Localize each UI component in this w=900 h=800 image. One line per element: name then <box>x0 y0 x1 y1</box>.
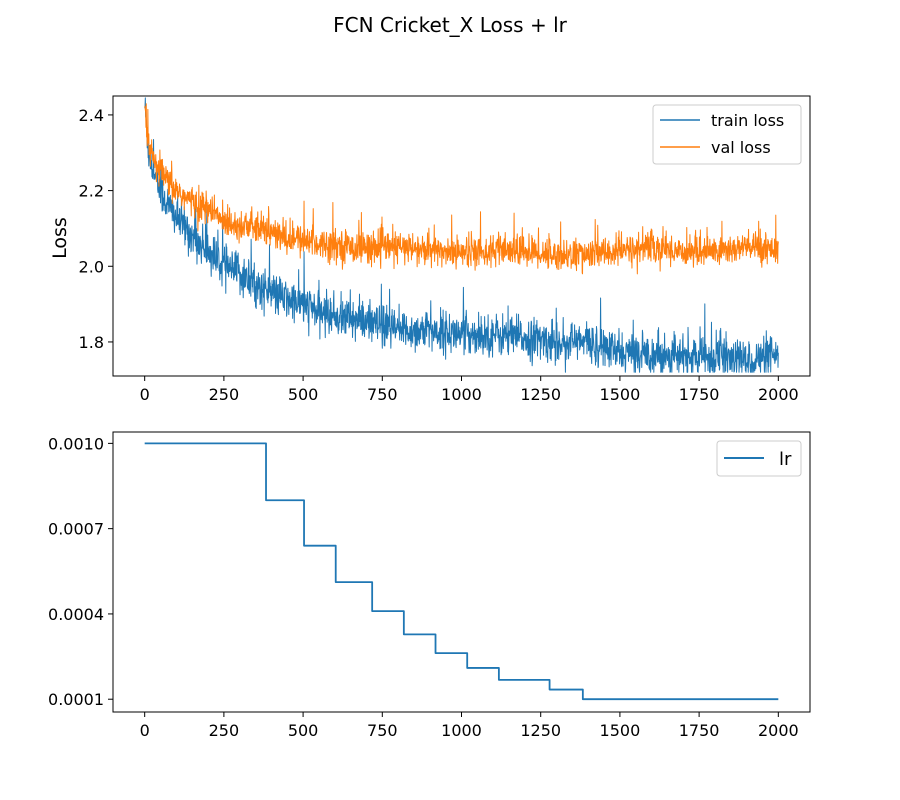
figure-title: FCN Cricket_X Loss + lr <box>333 13 567 37</box>
legend-lr-label: lr <box>779 449 792 470</box>
loss-x-ticks: 0 250 500 750 1000 1250 1500 1750 2000 <box>140 376 799 404</box>
lr-subplot: 0 250 500 750 1000 1250 1500 1750 2000 0.00010.0… <box>48 431 811 740</box>
lr-legend: lr <box>716 440 802 477</box>
loss-y-axis-label: Loss <box>49 217 71 259</box>
x-tick-label: 1750 <box>679 721 720 740</box>
x-tick-label: 0 <box>140 385 150 404</box>
x-tick-label: 750 <box>367 721 398 740</box>
x-tick-label: 750 <box>367 385 398 404</box>
x-tick-label: 1250 <box>520 385 561 404</box>
y-tick-label: 0.0007 <box>48 520 104 539</box>
lr-axes-frame <box>112 431 811 713</box>
loss-legend: train loss val loss <box>652 104 802 165</box>
legend-train-label: train loss <box>711 111 784 130</box>
y-tick-label: 2.0 <box>79 257 104 276</box>
loss-y-ticks: 1.8 2.0 2.2 2.4 <box>79 106 113 352</box>
x-tick-label: 500 <box>288 385 319 404</box>
x-tick-label: 1500 <box>600 721 641 740</box>
x-tick-label: 2000 <box>758 385 799 404</box>
lr-plot-area <box>144 442 779 701</box>
lr-y-ticks: 0.0001 0.0004 0.0007 0.0010 <box>48 434 113 709</box>
legend-val-label: val loss <box>711 138 771 157</box>
lr-x-ticks: 0 250 500 750 1000 1250 1500 1750 2000 <box>140 712 799 740</box>
x-tick-label: 1750 <box>679 385 720 404</box>
x-tick-label: 2000 <box>758 721 799 740</box>
loss-plot-area <box>144 97 779 373</box>
x-tick-label: 500 <box>288 721 319 740</box>
y-tick-label: 0.0001 <box>48 690 104 709</box>
series-line-train-loss <box>144 97 779 373</box>
x-tick-label: 1250 <box>520 721 561 740</box>
loss-subplot: 0 250 500 750 1000 1250 1500 1750 2000 1.8 2.0 2.2… <box>49 95 811 404</box>
x-tick-label: 1000 <box>441 385 482 404</box>
x-tick-label: 0 <box>140 721 150 740</box>
y-tick-label: 2.2 <box>79 182 104 201</box>
series-line-lr <box>144 442 779 701</box>
y-tick-label: 0.0004 <box>48 605 104 624</box>
x-tick-label: 1500 <box>600 385 641 404</box>
y-tick-label: 0.0010 <box>48 434 104 453</box>
y-tick-label: 2.4 <box>79 106 104 125</box>
series-line-val-loss <box>144 103 779 275</box>
x-tick-label: 250 <box>209 385 240 404</box>
x-tick-label: 250 <box>209 721 240 740</box>
x-tick-label: 1000 <box>441 721 482 740</box>
y-tick-label: 1.8 <box>79 333 104 352</box>
